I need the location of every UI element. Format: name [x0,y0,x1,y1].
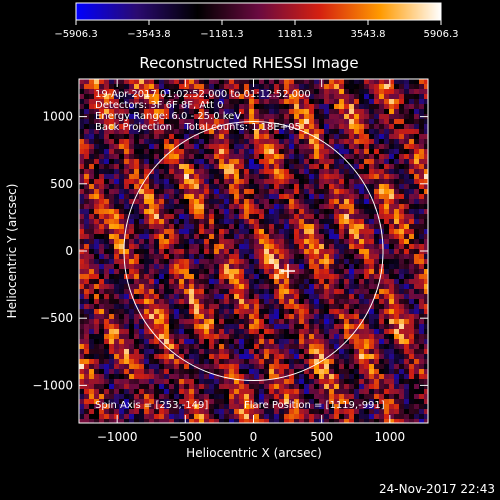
chart-title: Reconstructed RHESSI Image [139,54,358,72]
y-tick-label: 0 [65,244,73,258]
x-tick-label: −1000 [97,430,138,444]
flare-position-label: Flare Position = [1119,-991] [244,400,385,411]
annotation-method-counts: Back Projection Total counts: 1.18E+05 [95,122,301,133]
annotation-energy-range: Energy Range: 6.0 - 25.0 keV [95,111,241,122]
plot-area: −1000 −500 0 500 1000 −1000 −500 0 500 1000 19-Ap… [32,78,429,444]
annotation-time-range: 19-Apr-2017 01:02:52.000 to 01:12:52.000 [95,89,311,100]
y-axis-label: Heliocentric Y (arcsec) [5,184,19,319]
solar-limb-circle [123,120,384,382]
colorbar-tick-label: 5906.3 [424,29,459,40]
x-tick-label: −500 [169,430,202,444]
x-tick-label: 0 [250,430,258,444]
y-tick-label: −500 [40,311,73,325]
annotation-detectors: Detectors: 3F 6F 8F, Att 0 [95,100,223,111]
colorbar-tick-label: −3543.8 [127,29,170,40]
footer-timestamp: 24-Nov-2017 22:43 [379,482,495,496]
colorbar-tick-label: −1181.3 [200,29,243,40]
x-tick-label: 500 [310,430,333,444]
x-tick-label: 1000 [375,430,406,444]
colorbar: −5906.3 −3543.8 −1181.3 1181.3 3543.8 5906.3 [54,2,459,40]
colorbar-tick-label: 3543.8 [351,29,386,40]
colorbar-tick-label: −5906.3 [54,29,97,40]
spin-axis-label: Spin Axis = [253,-149] [95,400,208,411]
y-tick-label: 500 [50,177,73,191]
y-tick-label: 1000 [42,110,73,124]
colorbar-ticks: −5906.3 −3543.8 −1181.3 1181.3 3543.8 5906.3 [54,20,459,40]
y-tick-label: −1000 [32,378,73,392]
colorbar-frame [75,2,442,21]
axis-ticks: −1000 −500 0 500 1000 −1000 −500 0 500 1000 [32,79,428,444]
spin-axis-marker [280,264,295,279]
colorbar-gradient [76,3,441,20]
x-axis-label: Heliocentric X (arcsec) [186,446,322,460]
colorbar-tick-label: 1181.3 [278,29,313,40]
